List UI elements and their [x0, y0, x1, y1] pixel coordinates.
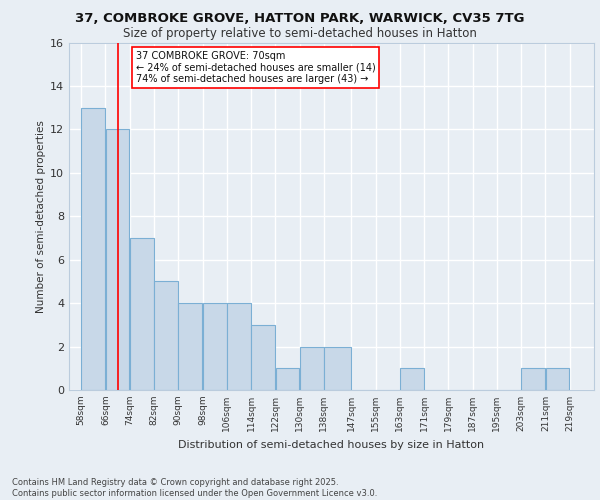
- Text: 37, COMBROKE GROVE, HATTON PARK, WARWICK, CV35 7TG: 37, COMBROKE GROVE, HATTON PARK, WARWICK…: [75, 12, 525, 26]
- Bar: [521, 368, 545, 390]
- Bar: [130, 238, 154, 390]
- Bar: [82, 108, 105, 390]
- Bar: [106, 130, 130, 390]
- Bar: [275, 368, 299, 390]
- Text: Contains HM Land Registry data © Crown copyright and database right 2025.
Contai: Contains HM Land Registry data © Crown c…: [12, 478, 377, 498]
- Text: Size of property relative to semi-detached houses in Hatton: Size of property relative to semi-detach…: [123, 28, 477, 40]
- Text: 37 COMBROKE GROVE: 70sqm
← 24% of semi-detached houses are smaller (14)
74% of s: 37 COMBROKE GROVE: 70sqm ← 24% of semi-d…: [136, 51, 376, 84]
- Bar: [154, 282, 178, 390]
- Bar: [545, 368, 569, 390]
- X-axis label: Distribution of semi-detached houses by size in Hatton: Distribution of semi-detached houses by …: [178, 440, 485, 450]
- Bar: [203, 303, 227, 390]
- Bar: [227, 303, 251, 390]
- Bar: [178, 303, 202, 390]
- Y-axis label: Number of semi-detached properties: Number of semi-detached properties: [36, 120, 46, 312]
- Bar: [400, 368, 424, 390]
- Bar: [324, 346, 351, 390]
- Bar: [251, 325, 275, 390]
- Bar: [300, 346, 323, 390]
